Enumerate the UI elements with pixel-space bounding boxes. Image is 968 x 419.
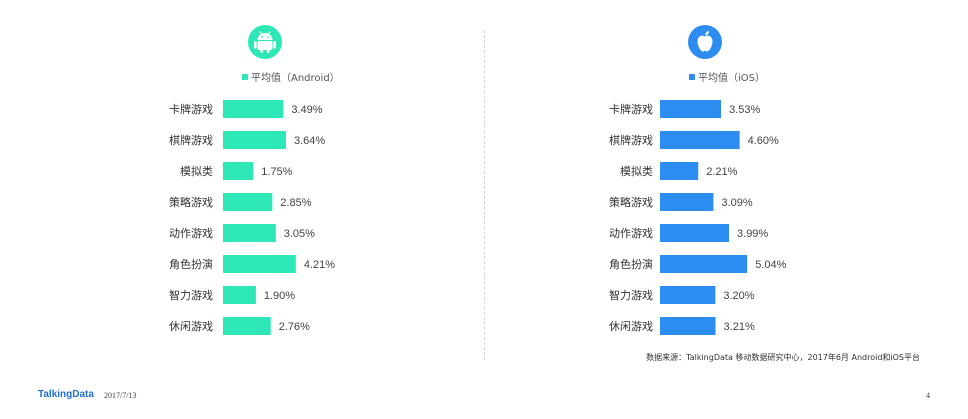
bar-android bbox=[223, 131, 286, 149]
value-label-android: 3.05% bbox=[284, 228, 315, 240]
category-label-ios: 策略游戏 bbox=[609, 195, 653, 209]
category-label-ios: 模拟类 bbox=[620, 164, 653, 178]
value-label-ios: 2.21% bbox=[706, 166, 737, 178]
category-label-android: 智力游戏 bbox=[169, 288, 213, 302]
footer-date: 2017/7/13 bbox=[104, 391, 137, 400]
value-label-ios: 3.20% bbox=[723, 290, 754, 302]
legend-label-ios: 平均值（iOS） bbox=[698, 73, 765, 84]
value-label-ios: 3.21% bbox=[724, 321, 755, 333]
category-label-android: 模拟类 bbox=[180, 164, 213, 178]
bar-android bbox=[223, 286, 256, 304]
bar-ios bbox=[660, 286, 716, 304]
value-label-ios: 3.09% bbox=[721, 197, 752, 209]
legend-ios: 平均值（iOS） bbox=[689, 69, 765, 84]
category-label-ios: 智力游戏 bbox=[609, 288, 653, 302]
bar-ios bbox=[660, 131, 740, 149]
value-label-android: 3.64% bbox=[294, 135, 325, 147]
bar-ios bbox=[660, 193, 714, 211]
legend-swatch-ios bbox=[689, 73, 695, 80]
value-label-android: 2.76% bbox=[279, 321, 310, 333]
bar-ios bbox=[660, 255, 748, 273]
bar-ios bbox=[660, 162, 699, 180]
value-label-ios: 5.04% bbox=[755, 259, 786, 271]
category-label-android: 休闲游戏 bbox=[169, 319, 213, 333]
bar-ios bbox=[660, 224, 730, 242]
category-label-android: 动作游戏 bbox=[169, 227, 213, 240]
category-label-ios: 卡牌游戏 bbox=[609, 102, 653, 116]
bar-android bbox=[223, 162, 254, 180]
apple-icon bbox=[688, 25, 722, 59]
bar-android bbox=[223, 224, 276, 242]
data-source-note: 数据来源：TalkingData 移动数据研究中心，2017年6月 Androi… bbox=[646, 353, 920, 362]
divider-line bbox=[484, 30, 485, 360]
category-label-android: 策略游戏 bbox=[169, 195, 213, 209]
bar-ios bbox=[660, 100, 722, 118]
category-label-android: 棋牌游戏 bbox=[169, 133, 213, 147]
category-label-android: 角色扮演 bbox=[169, 257, 213, 271]
category-label-ios: 角色扮演 bbox=[609, 257, 653, 271]
value-label-android: 1.75% bbox=[261, 166, 292, 178]
category-label-android: 卡牌游戏 bbox=[169, 102, 213, 116]
bar-android bbox=[223, 193, 273, 211]
android-icon bbox=[248, 25, 282, 59]
legend-android: 平均值（Android） bbox=[242, 69, 340, 84]
footer-brand-logo: TalkingData bbox=[38, 389, 94, 400]
category-label-ios: 休闲游戏 bbox=[609, 319, 653, 333]
value-label-android: 3.49% bbox=[291, 104, 322, 116]
value-label-ios: 3.99% bbox=[737, 228, 768, 240]
bar-ios bbox=[660, 317, 716, 335]
category-label-ios: 棋牌游戏 bbox=[609, 133, 653, 147]
legend-label-android: 平均值（Android） bbox=[251, 73, 340, 84]
value-label-ios: 3.53% bbox=[729, 104, 760, 116]
value-label-android: 1.90% bbox=[264, 290, 295, 302]
category-label-ios: 动作游戏 bbox=[609, 227, 653, 240]
value-label-android: 4.21% bbox=[304, 259, 335, 271]
page-number: 4 bbox=[926, 391, 930, 400]
bar-android bbox=[223, 317, 271, 335]
value-label-ios: 4.60% bbox=[748, 135, 779, 147]
bar-android bbox=[223, 100, 284, 118]
bar-android bbox=[223, 255, 296, 273]
legend-swatch-android bbox=[242, 73, 248, 80]
value-label-android: 2.85% bbox=[280, 197, 311, 209]
